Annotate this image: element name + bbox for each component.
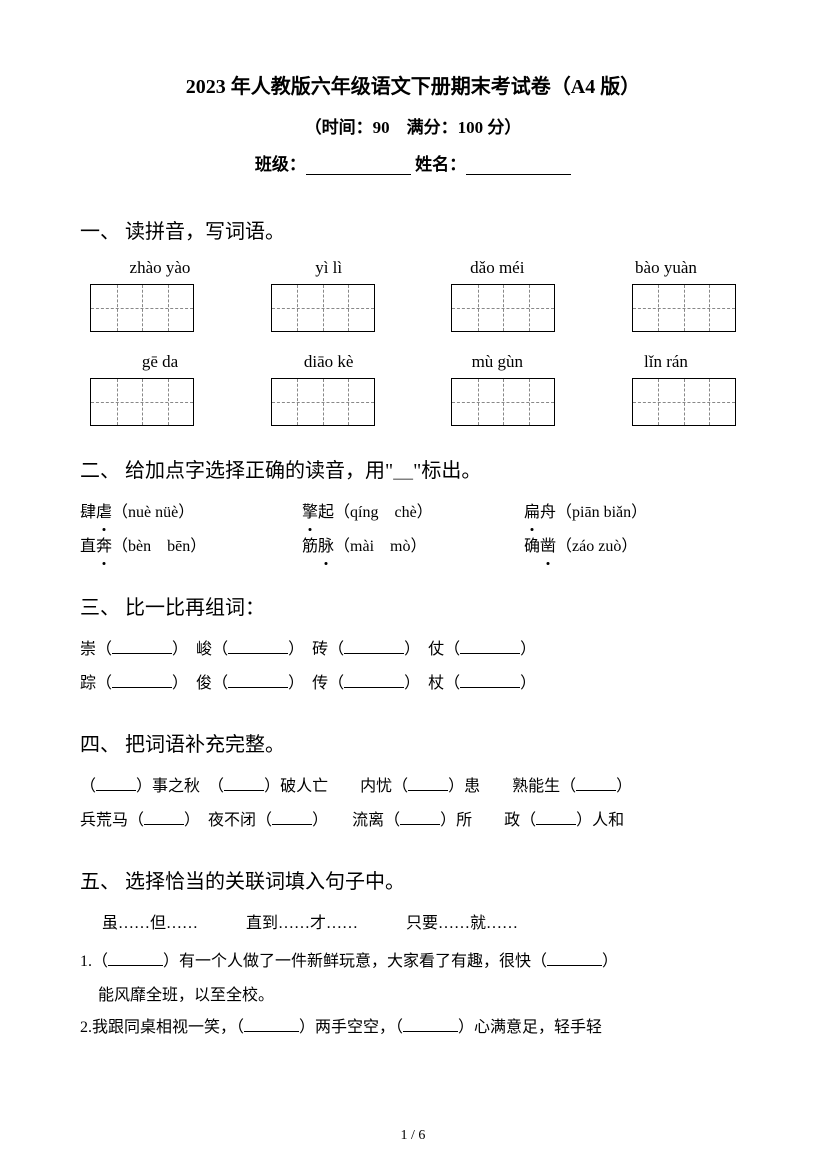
blank[interactable]: [576, 775, 616, 791]
blank[interactable]: [144, 809, 184, 825]
blank[interactable]: [536, 809, 576, 825]
pinyin-7: mù gùn: [427, 352, 567, 372]
class-label: 班级：: [255, 155, 306, 174]
section-4-row-1: （）事之秋 （）破人亡 内忧（）患 熟能生（）: [80, 771, 746, 803]
section-3-row-2: 踪（） 俊（） 传（） 杖（）: [80, 668, 746, 700]
blank[interactable]: [244, 1016, 299, 1032]
section-3-heading: 三、 比一比再组词：: [80, 591, 746, 620]
char-box[interactable]: [271, 378, 375, 426]
pinyin-3: dǎo méi: [427, 258, 567, 278]
blank[interactable]: [460, 672, 520, 688]
blank[interactable]: [224, 775, 264, 791]
pinyin-row-2: gē da diāo kè mù gùn lǐn rán: [80, 352, 746, 372]
box-row-2: [80, 378, 746, 426]
pinyin-4: bào yuàn: [596, 258, 736, 278]
box-row-1: [80, 284, 746, 332]
s2-item: 确凿（záo zuò）: [524, 531, 746, 563]
section-4-row-2: 兵荒马（） 夜不闭（） 流离（）所 政（）人和: [80, 805, 746, 837]
char-box[interactable]: [632, 378, 736, 426]
section-2-row-2: 直奔（bèn bēn） 筋脉（mài mò） 确凿（záo zuò）: [80, 531, 746, 563]
pinyin-5: gē da: [90, 352, 230, 372]
char-box[interactable]: [90, 378, 194, 426]
pinyin-2: yì lì: [259, 258, 399, 278]
char-box[interactable]: [632, 284, 736, 332]
char-box[interactable]: [451, 284, 555, 332]
page-footer: 1 / 6: [0, 1128, 826, 1144]
s2-item: 筋脉（mài mò）: [302, 531, 524, 563]
s2-item: 肆虐（nuè nüè）: [80, 497, 302, 529]
blank[interactable]: [112, 672, 172, 688]
section-5-q2-line1: 2.我跟同桌相视一笑，（）两手空空，（）心满意足，轻手轻: [80, 1012, 746, 1044]
char-box[interactable]: [90, 284, 194, 332]
blank[interactable]: [272, 809, 312, 825]
blank[interactable]: [228, 638, 288, 654]
char-box[interactable]: [451, 378, 555, 426]
blank[interactable]: [108, 950, 163, 966]
subtitle-mid: 满分：: [390, 118, 458, 137]
section-4-heading: 四、 把词语补充完整。: [80, 728, 746, 757]
blank[interactable]: [344, 672, 404, 688]
section-5-q1-line2: 能风靡全班，以至全校。: [80, 980, 746, 1012]
char-box[interactable]: [271, 284, 375, 332]
blank[interactable]: [96, 775, 136, 791]
blank[interactable]: [547, 950, 602, 966]
exam-subtitle: （时间：90 满分：100 分）: [80, 113, 746, 138]
subtitle-prefix: （时间：: [305, 118, 373, 137]
section-5-options: 虽……但…… 直到……才…… 只要……就……: [80, 908, 746, 940]
exam-title: 2023 年人教版六年级语文下册期末考试卷（A4 版）: [80, 70, 746, 99]
pinyin-row-1: zhào yào yì lì dǎo méi bào yuàn: [80, 258, 746, 278]
section-5-heading: 五、 选择恰当的关联词填入句子中。: [80, 865, 746, 894]
section-5-q1-line1: 1.（）有一个人做了一件新鲜玩意，大家看了有趣，很快（）: [80, 946, 746, 978]
blank[interactable]: [344, 638, 404, 654]
pinyin-8: lǐn rán: [596, 352, 736, 372]
pinyin-6: diāo kè: [259, 352, 399, 372]
s2-item: 扁舟（piān biǎn）: [524, 497, 746, 529]
class-blank[interactable]: [306, 157, 411, 175]
section-2-heading: 二、 给加点字选择正确的读音，用"＿"标出。: [80, 454, 746, 483]
blank[interactable]: [408, 775, 448, 791]
subtitle-suffix: ）: [504, 118, 521, 137]
blank[interactable]: [403, 1016, 458, 1032]
section-1-heading: 一、 读拼音，写词语。: [80, 215, 746, 244]
blank[interactable]: [112, 638, 172, 654]
section-3-row-1: 崇（） 峻（） 砖（） 仗（）: [80, 634, 746, 666]
s2-item: 擎起（qíng chè）: [302, 497, 524, 529]
blank[interactable]: [228, 672, 288, 688]
time-value: 90: [373, 118, 390, 137]
student-info-line: 班级： 姓名：: [80, 150, 746, 175]
blank[interactable]: [460, 638, 520, 654]
blank[interactable]: [400, 809, 440, 825]
name-blank[interactable]: [466, 157, 571, 175]
section-2-row-1: 肆虐（nuè nüè） 擎起（qíng chè） 扁舟（piān biǎn）: [80, 497, 746, 529]
score-value: 100 分: [458, 118, 505, 137]
name-label: 姓名：: [415, 155, 466, 174]
s2-item: 直奔（bèn bēn）: [80, 531, 302, 563]
pinyin-1: zhào yào: [90, 258, 230, 278]
